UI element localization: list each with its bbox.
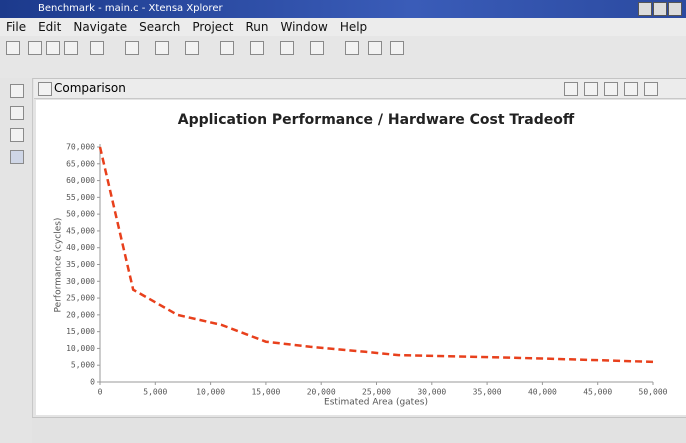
x-tick-label: 25,000	[362, 388, 391, 397]
x-tick-label: 5,000	[143, 388, 167, 397]
side-bar	[0, 78, 33, 443]
y-tick-label: 50,000	[66, 210, 95, 219]
view-icon[interactable]	[584, 82, 598, 96]
y-tick-label: 30,000	[66, 277, 95, 286]
minimize-button[interactable]	[638, 2, 652, 16]
view-icon[interactable]	[604, 82, 618, 96]
tool-icon[interactable]	[155, 41, 169, 55]
window-title: Benchmark - main.c - Xtensa Xplorer	[38, 0, 223, 18]
menu-item[interactable]: Search	[133, 18, 186, 36]
y-tick-label: 35,000	[66, 260, 95, 269]
y-tick-label: 40,000	[66, 243, 95, 252]
tool-icon[interactable]	[368, 41, 382, 55]
tab-title[interactable]: Comparison	[54, 79, 126, 98]
x-tick-label: 45,000	[583, 388, 612, 397]
y-tick-label: 45,000	[66, 226, 95, 235]
x-tick-label: 15,000	[251, 388, 280, 397]
x-axis-label: Estimated Area (gates)	[324, 398, 428, 408]
title-bar: Benchmark - main.c - Xtensa Xplorer	[0, 0, 686, 18]
y-tick-label: 65,000	[66, 159, 95, 168]
menu-item[interactable]: Edit	[32, 18, 67, 36]
tool-icon[interactable]	[185, 41, 199, 55]
menu-item[interactable]: Run	[239, 18, 274, 36]
chart-title: Application Performance / Hardware Cost …	[178, 112, 575, 128]
view-icon[interactable]	[624, 82, 638, 96]
side-icon[interactable]	[10, 150, 24, 164]
view-icon[interactable]	[564, 82, 578, 96]
x-tick-label: 30,000	[417, 388, 446, 397]
side-icon[interactable]	[10, 128, 24, 142]
tool-icon[interactable]	[64, 41, 78, 55]
y-tick-label: 70,000	[66, 143, 95, 152]
menu-item[interactable]: Help	[334, 18, 373, 36]
menu-item[interactable]: Navigate	[67, 18, 133, 36]
menu-item[interactable]: Project	[186, 18, 239, 36]
tool-icon[interactable]	[46, 41, 60, 55]
panel-header: Comparison	[34, 79, 686, 99]
y-axis-label: Performance (cycles)	[54, 218, 64, 313]
tool-icon[interactable]	[250, 41, 264, 55]
menu-item[interactable]: Window	[274, 18, 333, 36]
x-tick-label: 10,000	[196, 388, 225, 397]
view-icon[interactable]	[644, 82, 658, 96]
tool-icon[interactable]	[280, 41, 294, 55]
chart: Application Performance / Hardware Cost …	[36, 100, 686, 415]
menu-item[interactable]: File	[0, 18, 32, 36]
y-tick-label: 10,000	[66, 344, 95, 353]
tool-icon[interactable]	[6, 41, 20, 55]
tool-icon[interactable]	[90, 41, 104, 55]
tool-icon[interactable]	[220, 41, 234, 55]
x-tick-label: 0	[98, 388, 103, 397]
side-icon[interactable]	[10, 84, 24, 98]
app-window: Benchmark - main.c - Xtensa Xplorer File…	[0, 0, 686, 443]
x-tick-label: 35,000	[473, 388, 502, 397]
tool-icon[interactable]	[310, 41, 324, 55]
y-tick-label: 5,000	[71, 361, 95, 370]
tool-icon[interactable]	[345, 41, 359, 55]
x-tick-label: 50,000	[639, 388, 668, 397]
status-bar	[32, 417, 686, 443]
side-icon[interactable]	[10, 106, 24, 120]
y-tick-label: 0	[90, 378, 95, 387]
close-button[interactable]	[668, 2, 682, 16]
data-line	[100, 147, 653, 362]
y-tick-label: 55,000	[66, 193, 95, 202]
tab-icon	[38, 82, 52, 96]
maximize-button[interactable]	[653, 2, 667, 16]
x-tick-label: 40,000	[528, 388, 557, 397]
tool-icon[interactable]	[28, 41, 42, 55]
y-tick-label: 15,000	[66, 327, 95, 336]
x-tick-label: 20,000	[307, 388, 336, 397]
y-tick-label: 60,000	[66, 176, 95, 185]
y-tick-label: 20,000	[66, 310, 95, 319]
tool-icon[interactable]	[390, 41, 404, 55]
y-tick-label: 25,000	[66, 294, 95, 303]
chart-area: Application Performance / Hardware Cost …	[36, 100, 686, 415]
tool-icon[interactable]	[125, 41, 139, 55]
toolbar	[0, 36, 686, 79]
